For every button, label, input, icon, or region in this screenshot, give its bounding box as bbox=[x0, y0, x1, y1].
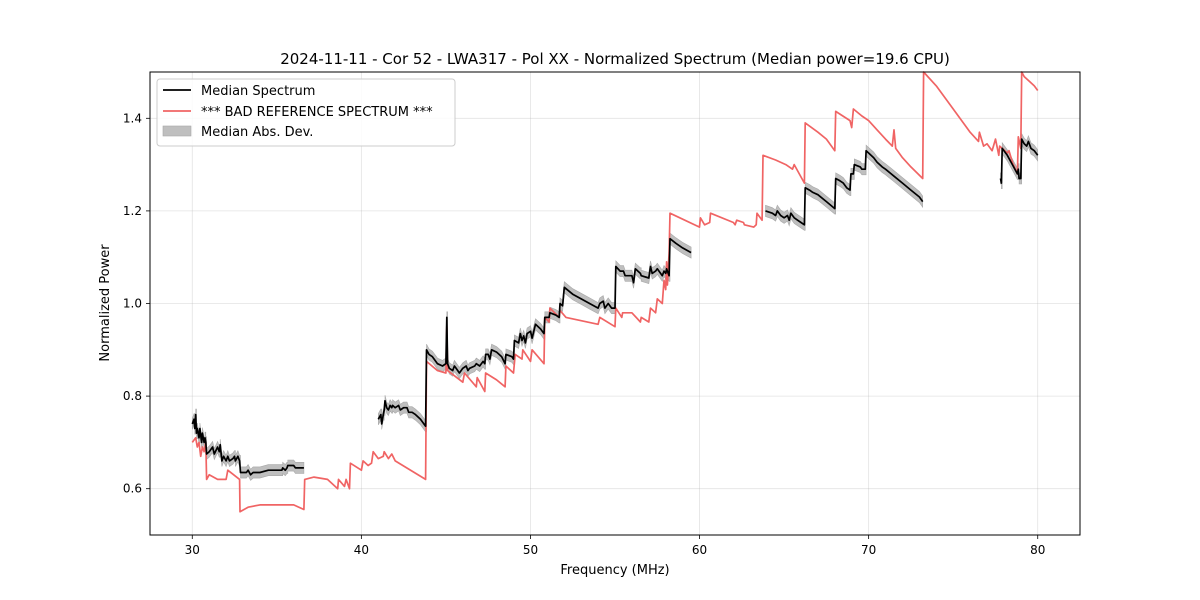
y-tick-label: 0.8 bbox=[123, 389, 142, 403]
x-tick-label: 30 bbox=[185, 543, 200, 557]
chart-title: 2024-11-11 - Cor 52 - LWA317 - Pol XX - … bbox=[280, 50, 950, 68]
mad-band-segment bbox=[765, 144, 923, 231]
y-tick-label: 1.2 bbox=[123, 204, 142, 218]
legend-box bbox=[156, 78, 456, 147]
x-tick-label: 60 bbox=[692, 543, 707, 557]
y-tick-label: 1.0 bbox=[123, 297, 142, 311]
series-lines bbox=[191, 71, 1039, 513]
x-tick-label: 40 bbox=[354, 543, 369, 557]
legend: Median Spectrum *** BAD REFERENCE SPECTR… bbox=[156, 78, 456, 147]
legend-mad-label: Median Abs. Dev. bbox=[201, 125, 313, 140]
y-tick-label: 1.4 bbox=[123, 111, 142, 125]
y-tick-label: 0.6 bbox=[123, 482, 142, 496]
legend-mad-swatch bbox=[162, 125, 192, 137]
median-spectrum-line bbox=[999, 138, 1039, 184]
bad-reference-line bbox=[191, 71, 1039, 513]
legend-bad-reference-label: *** BAD REFERENCE SPECTRUM *** bbox=[201, 105, 433, 120]
mad-band-segment bbox=[378, 232, 692, 433]
median-spectrum-line bbox=[377, 237, 692, 428]
x-axis-label: Frequency (MHz) bbox=[560, 563, 669, 578]
y-axis-label: Normalized Power bbox=[98, 244, 113, 362]
x-tick-label: 70 bbox=[861, 543, 876, 557]
median-spectrum-line bbox=[191, 413, 304, 476]
median-spectrum-line bbox=[765, 149, 924, 226]
x-tick-label: 80 bbox=[1030, 543, 1045, 557]
legend-median-label: Median Spectrum bbox=[201, 84, 315, 99]
axis-ticks: 30 40 50 60 70 80 0.6 0.8 1.0 1.2 1.4 bbox=[123, 111, 1045, 557]
x-tick-label: 50 bbox=[523, 543, 538, 557]
